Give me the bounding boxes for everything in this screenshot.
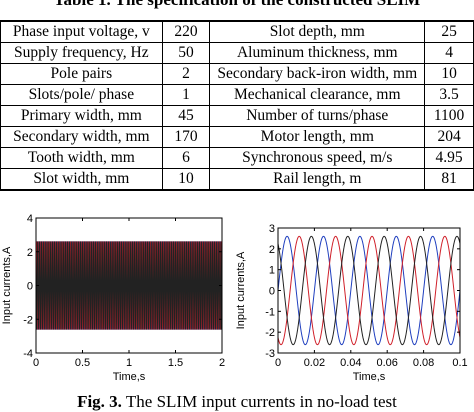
table-cell: 50 [161, 42, 211, 64]
table-cell: Mechanical clearance, mm [209, 84, 426, 106]
table-cell: 1100 [424, 105, 474, 127]
table-row: Supply frequency, Hz 50 Aluminum thickness… [0, 42, 474, 64]
table-cell: 25 [424, 20, 474, 43]
x-tick-label: 0 [33, 357, 39, 369]
series-line-0 [277, 235, 461, 346]
y-tick-label: -2 [23, 314, 33, 326]
x-tick-label: 2 [219, 357, 225, 369]
table-row: Primary width, mm 45 Number of turns/phase… [0, 105, 474, 127]
table-cell: Aluminum thickness, mm [209, 42, 426, 64]
table-cell: 10 [161, 168, 211, 191]
y-tick-label: 4 [27, 213, 33, 225]
chart-full-time: 0 0.5 1 1.5 2 -4 -2 0 2 4 Time,s Input currents,A [1, 208, 232, 397]
table-row: Slot width, mm 10 Rail length, m 81 [0, 168, 474, 191]
table-row: Phase input voltage, v 220 Slot depth, mm 2… [0, 20, 474, 43]
series-line-2 [35, 241, 223, 330]
table-cell: Rail length, m [209, 168, 426, 191]
x-tick-label: 0 [275, 357, 281, 369]
table-cell: Secondary width, mm [0, 126, 163, 148]
y-tick-label: -4 [23, 348, 33, 360]
table-row: Slots/pole/ phase 1 Mechanical clearance, … [0, 84, 474, 106]
figure-label: Fig. 3. [77, 392, 122, 411]
table-cell: Synchronous speed, m/s [209, 147, 426, 169]
table-row: Tooth width, mm 6 Synchronous speed, m/s 4.… [0, 147, 474, 169]
y-tick-label: 2 [269, 244, 275, 256]
x-tick-label: 0.5 [75, 357, 90, 369]
table-cell: 10 [424, 63, 474, 85]
y-tick-label: 1 [269, 265, 275, 277]
table-cell: Phase input voltage, v [0, 20, 163, 43]
y-tick-label: 3 [269, 223, 275, 235]
table-cell: Slot width, mm [0, 168, 163, 191]
x-tick-label: 1.5 [168, 357, 183, 369]
x-tick-label: 1 [126, 357, 132, 369]
table-cell: 4 [424, 42, 474, 64]
table-cell: Slot depth, mm [209, 20, 426, 43]
table-cell: Slots/pole/ phase [0, 84, 163, 106]
table-cell: Number of turns/phase [209, 105, 426, 127]
table-cell: Tooth width, mm [0, 147, 163, 169]
y-tick-label: -1 [265, 306, 275, 318]
y-tick-label: -2 [265, 327, 275, 339]
table-cell: 170 [161, 126, 211, 148]
series-line-2 [277, 235, 461, 346]
figure-caption: Fig. 3. The SLIM input currents in no-lo… [0, 392, 474, 412]
x-tick-label: 0.1 [452, 357, 467, 369]
x-tick-label: 0.08 [413, 357, 434, 369]
figure-caption-text: The SLIM input currents in no-load test [125, 392, 397, 411]
specification-table: Phase input voltage, v 220 Slot depth, mm 2… [0, 20, 474, 191]
table-cell: 81 [424, 168, 474, 191]
table-cell: 204 [424, 126, 474, 148]
table-cell: 220 [161, 20, 211, 43]
chart-zoomed-time-svg: 0 0.02 0.04 0.06 0.08 0.1 -3 -2 -1 0 1 2 3 Time,s Inpu… [235, 223, 468, 383]
table-cell: Pole pairs [0, 63, 163, 85]
chart-zoomed-time: 0 0.02 0.04 0.06 0.08 0.1 -3 -2 -1 0 1 2 3 Time,s Inpu… [235, 208, 472, 397]
y-tick-label: 0 [27, 281, 33, 293]
table-cell: 45 [161, 105, 211, 127]
table-cell: Supply frequency, Hz [0, 42, 163, 64]
table-row: Secondary width, mm 170 Motor length, mm 20… [0, 126, 474, 148]
table-cell: 3.5 [424, 84, 474, 106]
table-cell: 4.95 [424, 147, 474, 169]
y-axis-label: Input currents,A [2, 246, 13, 324]
table-cell: Secondary back-iron width, mm [209, 63, 426, 85]
x-tick-label: 0.02 [304, 357, 325, 369]
y-axis-label: Input currents,A [236, 251, 247, 329]
x-axis-label: Time,s [353, 371, 386, 383]
table-row: Pole pairs 2 Secondary back-iron width, mm… [0, 63, 474, 85]
table-cell: 1 [161, 84, 211, 106]
y-tick-label: -3 [265, 348, 275, 360]
chart-full-time-svg: 0 0.5 1 1.5 2 -4 -2 0 2 4 Time,s Input currents,A [1, 213, 225, 383]
x-tick-label: 0.06 [376, 357, 397, 369]
table-cell: Primary width, mm [0, 105, 163, 127]
table-cell: 2 [161, 63, 211, 85]
y-tick-label: 2 [27, 247, 33, 259]
y-tick-label: 0 [269, 286, 275, 298]
table-cell: Motor length, mm [209, 126, 426, 148]
table-cell: 6 [161, 147, 211, 169]
series-line-1 [277, 235, 461, 346]
table-caption: Table 1. The specification of the constr… [0, 0, 474, 10]
x-axis-label: Time,s [113, 371, 146, 383]
x-tick-label: 0.04 [340, 357, 361, 369]
